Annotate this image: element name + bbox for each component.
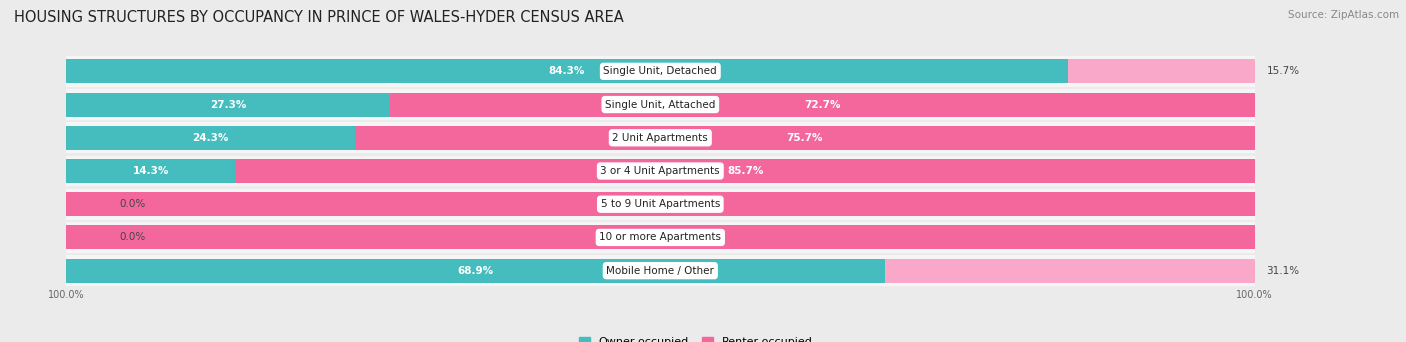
Text: 10 or more Apartments: 10 or more Apartments [599, 233, 721, 242]
Bar [66, 89, 1254, 120]
Text: 14.3%: 14.3% [132, 166, 169, 176]
Text: 75.7%: 75.7% [786, 133, 823, 143]
Bar [66, 60, 1069, 83]
Bar [66, 122, 1254, 153]
Bar [66, 259, 884, 282]
Legend: Owner-occupied, Renter-occupied: Owner-occupied, Renter-occupied [574, 332, 818, 342]
Bar [66, 156, 1254, 186]
Text: 27.3%: 27.3% [209, 100, 246, 109]
Text: 85.7%: 85.7% [727, 166, 763, 176]
Text: 0.0%: 0.0% [120, 233, 146, 242]
Text: 2 Unit Apartments: 2 Unit Apartments [613, 133, 709, 143]
Text: 100.0%: 100.0% [638, 233, 682, 242]
Text: 84.3%: 84.3% [548, 66, 585, 76]
Bar [66, 159, 236, 183]
Text: 15.7%: 15.7% [1267, 66, 1299, 76]
Bar [66, 255, 1254, 286]
Text: 31.1%: 31.1% [1267, 266, 1299, 276]
Bar [66, 222, 1254, 253]
Bar [66, 93, 391, 117]
Text: 3 or 4 Unit Apartments: 3 or 4 Unit Apartments [600, 166, 720, 176]
Text: 0.0%: 0.0% [120, 199, 146, 209]
Bar [884, 259, 1254, 282]
Text: Source: ZipAtlas.com: Source: ZipAtlas.com [1288, 10, 1399, 20]
Bar [66, 225, 101, 249]
Text: 5 to 9 Unit Apartments: 5 to 9 Unit Apartments [600, 199, 720, 209]
Text: 24.3%: 24.3% [193, 133, 229, 143]
Text: HOUSING STRUCTURES BY OCCUPANCY IN PRINCE OF WALES-HYDER CENSUS AREA: HOUSING STRUCTURES BY OCCUPANCY IN PRINC… [14, 10, 624, 25]
Text: 68.9%: 68.9% [457, 266, 494, 276]
Text: 100.0%: 100.0% [638, 199, 682, 209]
Bar [66, 56, 1254, 87]
Bar [66, 189, 1254, 220]
Bar [66, 126, 354, 150]
Bar [1069, 60, 1254, 83]
Text: Single Unit, Attached: Single Unit, Attached [605, 100, 716, 109]
Text: Mobile Home / Other: Mobile Home / Other [606, 266, 714, 276]
Text: 72.7%: 72.7% [804, 100, 841, 109]
Bar [391, 93, 1254, 117]
Bar [66, 192, 1254, 216]
Bar [66, 192, 101, 216]
Text: Single Unit, Detached: Single Unit, Detached [603, 66, 717, 76]
Bar [236, 159, 1254, 183]
Bar [354, 126, 1254, 150]
Bar [66, 225, 1254, 249]
